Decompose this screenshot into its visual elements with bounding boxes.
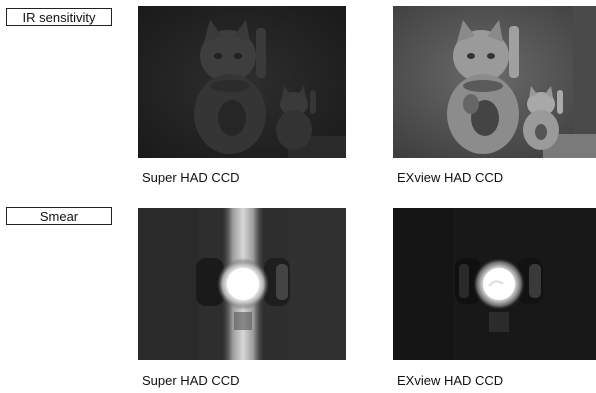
smear-exview-had-caption: EXview HAD CCD — [397, 373, 504, 388]
ir-super-had-caption: Super HAD CCD — [142, 170, 240, 185]
ir-sensitivity-label: IR sensitivity — [6, 8, 112, 26]
smear-super-had-photo — [138, 208, 346, 360]
smear-super-had-caption: Super HAD CCD — [142, 373, 240, 388]
smear-label: Smear — [6, 207, 112, 225]
ir-exview-had-photo — [393, 6, 596, 158]
ir-exview-had-caption: EXview HAD CCD — [397, 170, 504, 185]
ir-super-had-photo — [138, 6, 346, 158]
smear-exview-had-photo — [393, 208, 596, 360]
